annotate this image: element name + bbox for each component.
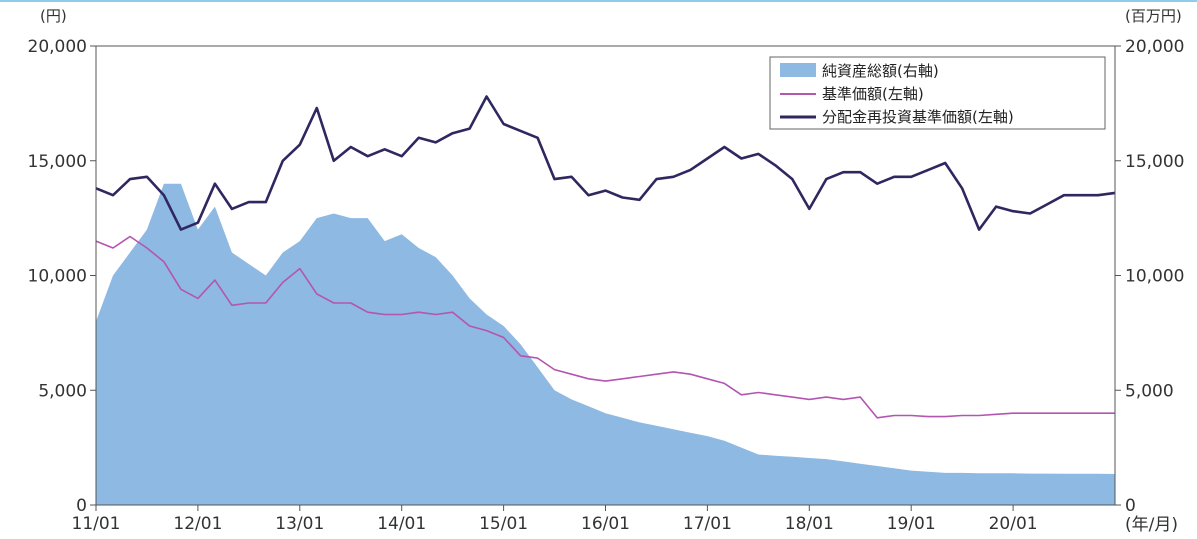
x-tick-label: 13/01 xyxy=(275,514,324,534)
y-right-tick-label: 5,000 xyxy=(1125,381,1174,401)
top-rule xyxy=(0,0,1197,2)
legend: 純資産総額(右軸) 基準価額(左軸) 分配金再投資基準価額(左軸) xyxy=(769,56,1106,130)
series-area-net-assets xyxy=(96,183,1115,505)
x-tick-label: 17/01 xyxy=(683,514,732,534)
x-tick-label: 12/01 xyxy=(173,514,222,534)
y-right-tick-label: 10,000 xyxy=(1125,267,1184,287)
legend-label-nav: 基準価額(左軸) xyxy=(822,85,924,103)
y-left-tick-label: 10,000 xyxy=(28,267,87,287)
y-left-tick-label: 20,000 xyxy=(28,37,87,57)
y-right-tick-label: 0 xyxy=(1125,496,1136,516)
x-axis-unit: (年/月) xyxy=(1125,515,1178,535)
right-axis-unit: (百万円) xyxy=(1125,7,1182,25)
legend-label-reinvested-nav: 分配金再投資基準価額(左軸) xyxy=(822,108,1014,126)
y-right-tick-label: 15,000 xyxy=(1125,152,1184,172)
x-tick-label: 18/01 xyxy=(785,514,834,534)
y-left-tick-label: 15,000 xyxy=(28,152,87,172)
x-tick-label: 20/01 xyxy=(989,514,1038,534)
legend-swatch-net-assets xyxy=(780,63,816,77)
left-axis-unit: (円) xyxy=(40,7,67,25)
x-tick-label: 14/01 xyxy=(377,514,426,534)
x-tick-label: 16/01 xyxy=(581,514,630,534)
series-line-nav xyxy=(95,235,1115,419)
series-line-reinvested-nav xyxy=(95,95,1116,231)
x-tick-label: 11/01 xyxy=(72,514,121,534)
x-tick-label: 15/01 xyxy=(479,514,528,534)
x-tick-label: 19/01 xyxy=(887,514,936,534)
legend-frame xyxy=(769,56,1106,130)
y-left-tick-label: 0 xyxy=(76,496,87,516)
legend-label-net-assets: 純資産総額(右軸) xyxy=(822,62,939,80)
y-right-tick-label: 20,000 xyxy=(1125,37,1184,57)
y-left-tick-label: 5,000 xyxy=(38,381,87,401)
